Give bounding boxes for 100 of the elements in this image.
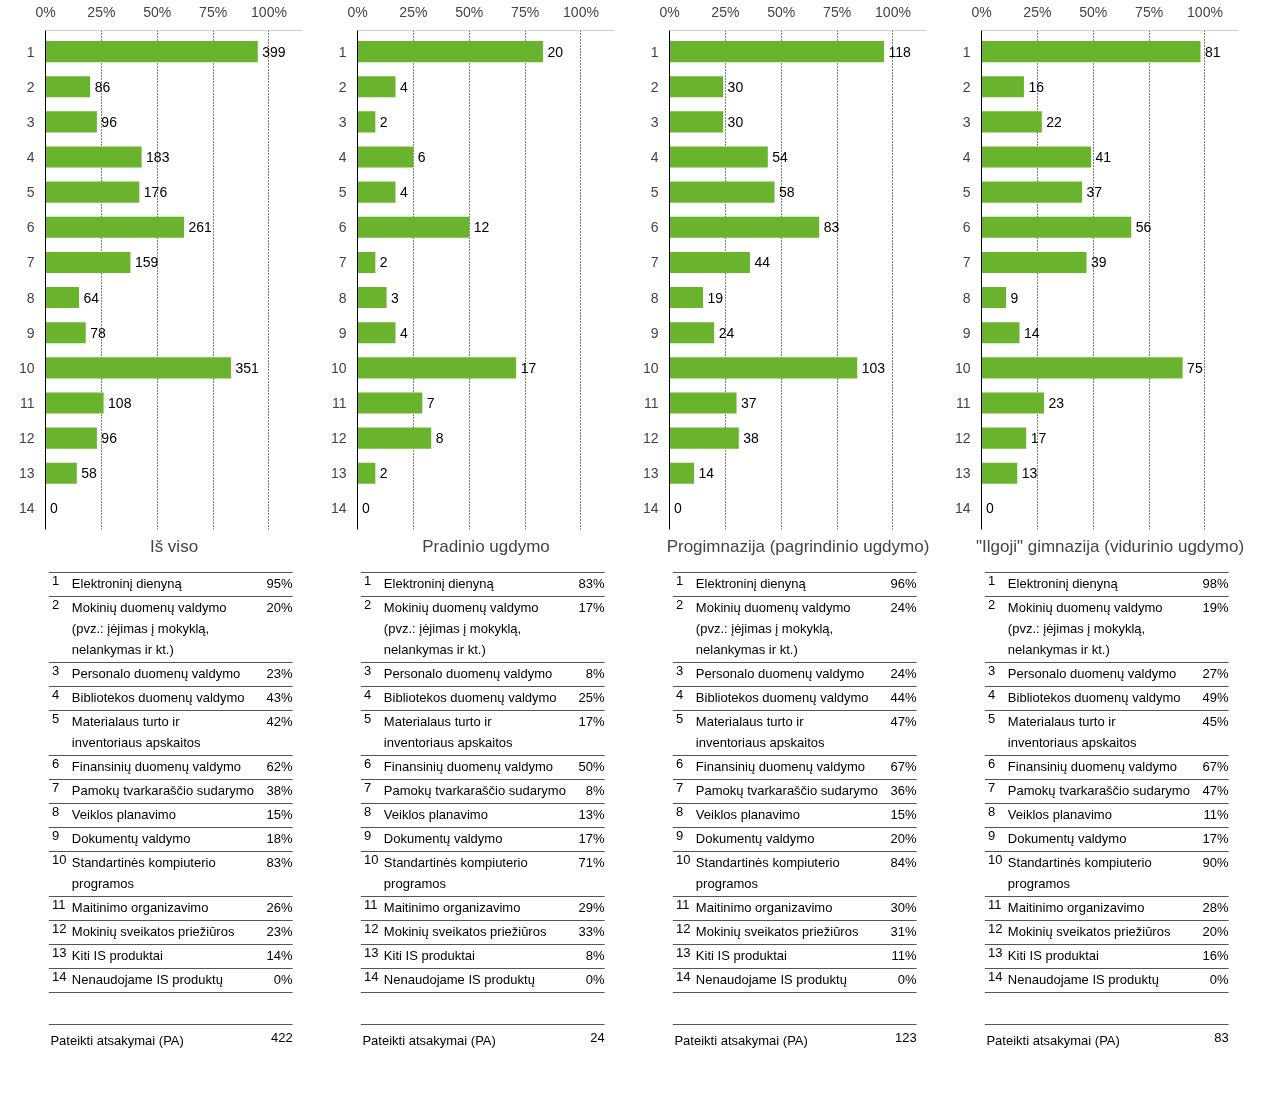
text: Dokumentų valdymo: [695, 830, 815, 846]
text: Elektroninį dienyną: [695, 575, 807, 591]
text: Pateikti atsakymai (PA): [50, 1032, 184, 1048]
y-tick-label: 14: [954, 500, 971, 517]
text: 78: [988, 779, 996, 819]
text: Materialaus turto ir inventoriaus apskaitos: [71, 713, 201, 750]
category-label: 4: [364, 686, 372, 702]
annotation: 261: [188, 219, 213, 236]
category-label: 2: [676, 596, 684, 612]
category-label: 10: [676, 851, 691, 867]
category-label: 11: [676, 896, 690, 912]
text: 24%: [890, 599, 918, 615]
annotation: 64: [83, 289, 100, 306]
text: 11%: [1203, 806, 1230, 822]
y-tick-label: 4: [962, 149, 971, 166]
text: Standartinės kompiuterio programos: [695, 854, 840, 891]
text: 8%: [585, 947, 606, 963]
category-label: 12: [52, 920, 67, 936]
annotation: 41: [1095, 149, 1112, 166]
text: Bibliotekos duomenų valdymo: [695, 689, 869, 705]
text: Personalo duomenų valdymo: [695, 665, 865, 681]
text: Maitinimo organizavimo: [383, 899, 521, 915]
category-label: 2: [988, 596, 996, 612]
annotation: 78: [90, 324, 106, 341]
text: Veiklos planavimo: [383, 806, 488, 822]
text: 84%: [890, 854, 918, 870]
category-label: 10: [364, 851, 379, 867]
annotation: 56: [1135, 219, 1152, 236]
text: 56: [988, 710, 996, 771]
y-tick-label: 13: [954, 465, 971, 482]
text: 45%: [1202, 713, 1230, 729]
annotation: 4: [399, 184, 408, 201]
text: Finansinių duomenų valdymo: [383, 758, 553, 774]
annotation: 96: [101, 113, 118, 130]
text: 62%: [266, 758, 294, 774]
text: 0%: [585, 971, 606, 987]
text: Finansinių duomenų valdymo: [71, 758, 241, 774]
x-tick-label: 25%: [1023, 3, 1052, 20]
text: Bibliotekos duomenų valdymo: [383, 689, 557, 705]
category-label: 1: [364, 572, 372, 588]
annotation: 96: [101, 430, 118, 447]
text: 78: [52, 779, 60, 819]
text: 78: [364, 779, 372, 819]
text: Mokinių sveikatos priežiūros: [1007, 923, 1171, 939]
category-label: 3: [676, 662, 684, 678]
x-tick-label: 100%: [563, 3, 599, 20]
text: Pamokų tvarkaraščio sudarymo: [1007, 782, 1190, 798]
x-tick-label: 75%: [823, 3, 852, 20]
annotation: 37: [741, 394, 757, 411]
text: Iš viso: [149, 536, 199, 556]
y-tick-label: 4: [338, 149, 347, 166]
annotation: 58: [779, 184, 795, 201]
category-label: 3: [364, 662, 372, 678]
y-tick-label: 12: [642, 430, 659, 447]
text: 8%: [585, 782, 606, 798]
text: 15%: [266, 806, 294, 822]
text: Bibliotekos duomenų valdymo: [71, 689, 245, 705]
annotation: 3: [391, 289, 400, 306]
text: Mokinių duomenų valdymo (pvz.: įėjimas į mokyklą, nelankymas ir kt.): [71, 599, 227, 657]
x-tick-label: 75%: [199, 3, 228, 20]
y-tick-label: 9: [962, 324, 971, 341]
annotation: 108: [108, 394, 132, 411]
annotation: 9: [1010, 289, 1019, 306]
annotation: 176: [143, 184, 168, 201]
y-tick-label: 2: [338, 78, 347, 95]
text: Mokinių duomenų valdymo (pvz.: įėjimas į mokyklą, nelankymas ir kt.): [695, 599, 851, 657]
x-tick-label: 0%: [659, 3, 680, 20]
text: 23%: [266, 923, 294, 939]
category-label: 14: [676, 968, 691, 984]
y-tick-label: 8: [26, 289, 35, 306]
text: 83: [1214, 1029, 1229, 1045]
x-tick-label: 100%: [875, 3, 911, 20]
y-tick-label: 5: [338, 184, 347, 201]
annotation: 22: [1046, 113, 1063, 130]
text: Pateikti atsakymai (PA): [362, 1032, 496, 1048]
text: Mokinių duomenų valdymo (pvz.: įėjimas į mokyklą, nelankymas ir kt.): [1007, 599, 1163, 657]
category-label: 11: [52, 896, 66, 912]
category-label: 13: [676, 944, 691, 960]
annotation: 399: [262, 43, 286, 60]
category-label: 12: [988, 920, 1003, 936]
text: Maitinimo organizavimo: [695, 899, 833, 915]
annotation: 16: [1028, 78, 1045, 95]
y-tick-label: 7: [26, 254, 35, 271]
text: Pamokų tvarkaraščio sudarymo: [383, 782, 566, 798]
category-label: 14: [364, 968, 379, 984]
y-tick-label: 13: [330, 465, 347, 482]
text: Kiti IS produktai: [71, 947, 164, 963]
text: Veiklos planavimo: [695, 806, 800, 822]
text: Pamokų tvarkaraščio sudarymo: [71, 782, 254, 798]
y-tick-label: 5: [650, 184, 659, 201]
category-label: 12: [364, 920, 379, 936]
annotation: 2: [379, 465, 388, 482]
y-tick-label: 12: [954, 430, 971, 447]
y-tick-label: 6: [338, 219, 347, 236]
text: Pradinio ugdymo: [422, 536, 550, 556]
text: 17%: [578, 713, 606, 729]
annotation: 39: [1091, 254, 1107, 271]
annotation: 118: [888, 43, 912, 60]
text: Materialaus turto ir inventoriaus apskaitos: [695, 713, 825, 750]
y-tick-label: 3: [962, 113, 971, 130]
